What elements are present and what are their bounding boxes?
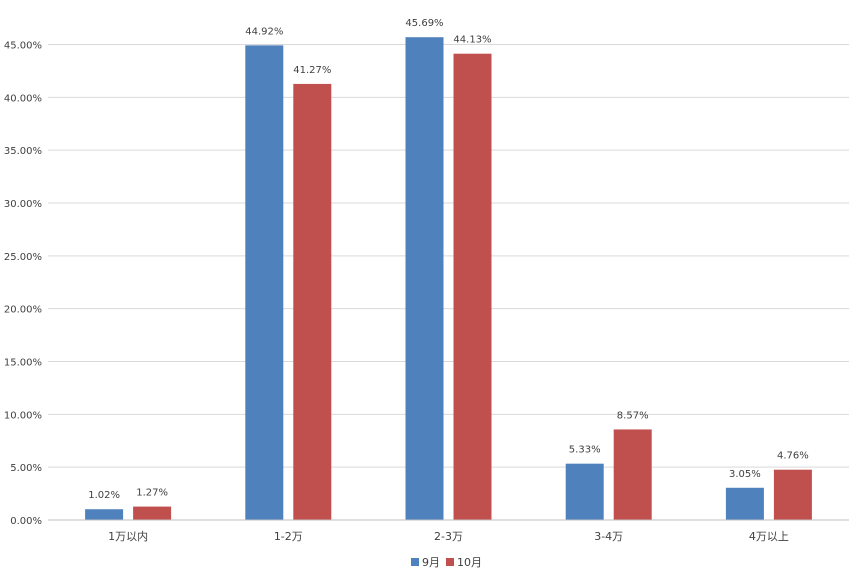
y-tick-label: 35.00%	[4, 146, 42, 157]
data-label: 45.69%	[405, 18, 443, 29]
data-label: 41.27%	[293, 65, 331, 76]
x-category-label: 2-3万	[434, 530, 463, 543]
x-category-label: 3-4万	[594, 530, 623, 543]
bar-oct-1	[293, 83, 332, 520]
legend-swatch	[446, 558, 454, 566]
bar-sep-1	[245, 45, 284, 520]
legend-label: 9月	[422, 556, 440, 569]
data-label: 44.92%	[245, 26, 283, 37]
legend-label: 10月	[457, 556, 482, 569]
y-axis-tick-labels: 0.00% 5.00% 10.00% 15.00% 20.00% 25.00% 30.00%…	[4, 41, 42, 528]
data-label: 44.13%	[453, 35, 491, 46]
y-tick-label: 45.00%	[4, 41, 42, 52]
y-tick-label: 5.00%	[10, 463, 42, 474]
data-labels: 1.02% 1.27% 44.92% 41.27% 45.69% 44.13% 5.33% 8…	[88, 18, 809, 501]
y-tick-label: 20.00%	[4, 305, 42, 316]
bar-oct-2	[453, 53, 492, 521]
y-tick-label: 0.00%	[10, 516, 42, 527]
y-tick-label: 10.00%	[4, 410, 42, 421]
y-tick-label: 40.00%	[4, 93, 42, 104]
data-label: 1.02%	[88, 490, 120, 501]
y-tick-label: 30.00%	[4, 199, 42, 210]
y-tick-label: 15.00%	[4, 358, 42, 369]
legend: 9月 10月	[411, 556, 482, 569]
x-category-label: 1-2万	[274, 530, 303, 543]
bar-oct-4	[773, 469, 812, 520]
x-category-label: 1万以内	[108, 529, 148, 543]
data-label: 5.33%	[569, 445, 601, 456]
y-tick-label: 25.00%	[4, 252, 42, 263]
bars	[85, 37, 812, 521]
bar-sep-0	[85, 509, 124, 520]
legend-swatch	[411, 558, 419, 566]
bar-sep-3	[565, 463, 604, 520]
data-label: 8.57%	[617, 410, 649, 421]
x-category-label: 4万以上	[749, 530, 789, 543]
x-axis: 1万以内 1-2万 2-3万 3-4万 4万以上	[48, 519, 849, 543]
data-label: 1.27%	[136, 488, 168, 499]
data-label: 4.76%	[777, 451, 809, 462]
gridlines	[48, 44, 849, 468]
bar-oct-0	[133, 506, 172, 520]
bar-oct-3	[613, 429, 652, 520]
bar-sep-4	[725, 487, 764, 520]
data-label: 3.05%	[729, 469, 761, 480]
bar-sep-2	[405, 37, 444, 521]
